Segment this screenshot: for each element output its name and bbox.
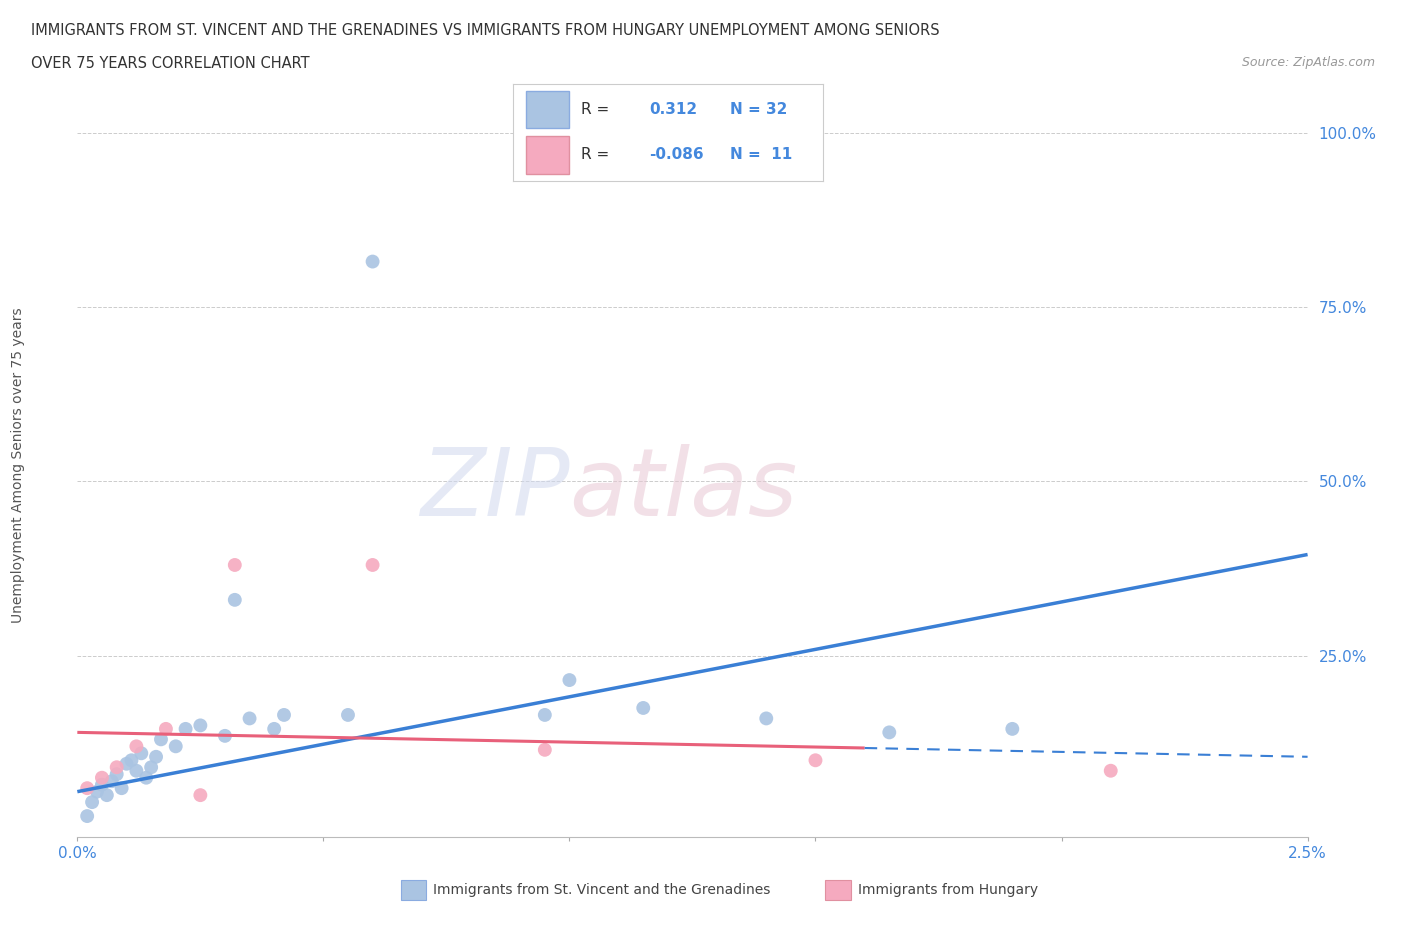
- Text: N =  11: N = 11: [730, 148, 792, 163]
- Point: [90, 770, 114, 785]
- Point: [101, 774, 124, 789]
- Point: [361, 254, 384, 269]
- Point: [90, 777, 114, 792]
- Point: [125, 738, 148, 753]
- Point: [224, 558, 246, 573]
- Point: [165, 738, 187, 753]
- Point: [263, 722, 285, 737]
- Point: [76, 808, 98, 824]
- Text: atlas: atlas: [569, 444, 797, 535]
- Text: IMMIGRANTS FROM ST. VINCENT AND THE GRENADINES VS IMMIGRANTS FROM HUNGARY UNEMPL: IMMIGRANTS FROM ST. VINCENT AND THE GREN…: [31, 23, 939, 38]
- Point: [534, 708, 557, 723]
- Text: Source: ZipAtlas.com: Source: ZipAtlas.com: [1241, 56, 1375, 69]
- Point: [155, 722, 177, 737]
- Text: Immigrants from St. Vincent and the Grenadines: Immigrants from St. Vincent and the Gren…: [433, 883, 770, 897]
- Point: [135, 770, 157, 785]
- Point: [121, 753, 143, 768]
- Point: [188, 718, 212, 733]
- Point: [214, 728, 236, 743]
- Text: R =: R =: [581, 148, 614, 163]
- Point: [879, 725, 901, 740]
- Point: [633, 700, 655, 715]
- Point: [1001, 722, 1024, 737]
- Point: [558, 672, 581, 687]
- Point: [224, 592, 246, 607]
- Point: [188, 788, 212, 803]
- Point: [361, 558, 384, 573]
- Point: [96, 788, 118, 803]
- Point: [534, 742, 557, 757]
- Text: R =: R =: [581, 101, 609, 116]
- Text: 0.312: 0.312: [650, 101, 697, 116]
- Point: [337, 708, 360, 723]
- Point: [804, 753, 827, 768]
- Point: [1099, 764, 1122, 778]
- Text: Unemployment Among Seniors over 75 years: Unemployment Among Seniors over 75 years: [11, 307, 25, 623]
- Point: [145, 750, 167, 764]
- Point: [141, 760, 163, 775]
- Text: -0.086: -0.086: [650, 148, 704, 163]
- Point: [115, 756, 138, 771]
- Point: [129, 746, 153, 761]
- Point: [174, 722, 197, 737]
- Point: [82, 794, 104, 809]
- Point: [755, 711, 778, 725]
- Point: [125, 764, 148, 778]
- Point: [105, 760, 128, 775]
- FancyBboxPatch shape: [526, 137, 569, 174]
- Point: [86, 784, 108, 799]
- Point: [111, 781, 132, 796]
- Point: [150, 732, 173, 747]
- Point: [105, 766, 128, 781]
- Text: OVER 75 YEARS CORRELATION CHART: OVER 75 YEARS CORRELATION CHART: [31, 56, 309, 71]
- Text: ZIP: ZIP: [420, 444, 569, 535]
- FancyBboxPatch shape: [526, 90, 569, 127]
- Point: [273, 708, 295, 723]
- Point: [239, 711, 262, 725]
- Point: [76, 781, 98, 796]
- Text: N = 32: N = 32: [730, 101, 787, 116]
- Text: Immigrants from Hungary: Immigrants from Hungary: [858, 883, 1038, 897]
